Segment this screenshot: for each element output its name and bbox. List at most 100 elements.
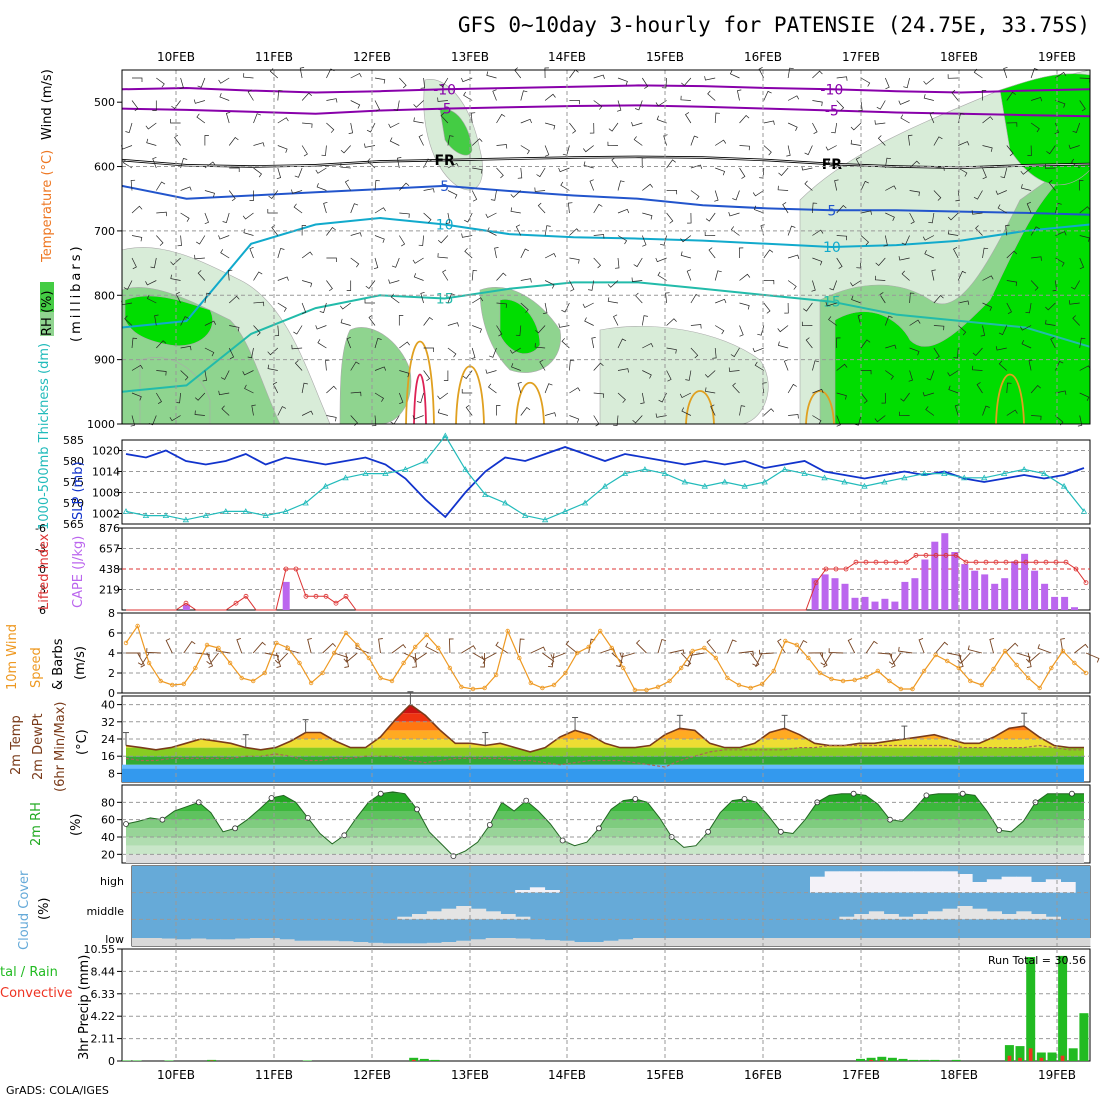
cloud-high-bar (1001, 876, 1017, 893)
cloud-middle-bar (898, 916, 914, 920)
wind-barb (982, 116, 994, 124)
rh-point (414, 806, 420, 813)
cloud-low-bar (765, 938, 781, 946)
lifted-index-point (923, 552, 929, 558)
cloud-high-bar (839, 871, 855, 893)
slp-thickness-panel: 565 570 575 580 585 1002 1008 1014 1020 1000-500… (37, 343, 1091, 531)
wind-barb (877, 135, 886, 146)
wind-barb (593, 74, 605, 80)
surface-wind-barb (344, 652, 350, 668)
surface-wind-barb (898, 646, 913, 654)
wind-barb (1079, 235, 1090, 242)
wind-barb (1079, 257, 1085, 270)
wind-speed-point (933, 652, 938, 658)
wind-barb (301, 410, 314, 416)
wind-barb (1048, 179, 1056, 191)
wind-barb (496, 302, 507, 308)
thickness-point (502, 499, 509, 506)
wind-speed-point (945, 658, 950, 664)
surface-wind-barb (495, 641, 508, 654)
wind-barb (204, 347, 215, 357)
tick-label: 4.22 (91, 1010, 116, 1023)
wind-barb (752, 190, 764, 197)
wind-barb (485, 369, 497, 374)
precip-total-bar (1079, 1013, 1089, 1061)
wind-barb (1006, 409, 1018, 416)
warm-contour (515, 381, 545, 425)
cape-bar (1071, 607, 1078, 610)
wind-barb (732, 382, 740, 394)
wind-barb (569, 387, 581, 394)
wind-barb (423, 212, 432, 223)
cloud-middle-bar (441, 908, 457, 920)
wind-speed-point (262, 670, 267, 676)
wind-barb (784, 302, 789, 314)
wind-barb (253, 301, 265, 307)
wind-barb (146, 294, 157, 304)
wind-barb (834, 179, 839, 191)
wind-barb (374, 77, 386, 84)
surface-wind-barb (828, 648, 844, 654)
wind-barb (520, 145, 530, 155)
wind-barb (926, 370, 935, 381)
cloud-low-bar (898, 938, 914, 946)
lifted-index-line (126, 554, 1087, 611)
rh-region (139, 357, 211, 425)
wind-ylabel-2: Speed (29, 647, 44, 688)
thickness-point (941, 470, 948, 476)
wind-barb (957, 270, 967, 281)
wind-barb (471, 270, 478, 281)
lifted-index-point (1033, 559, 1039, 565)
cloud-low-bar (235, 938, 251, 946)
li-tick-label: -6 (35, 522, 46, 535)
wind-barb (558, 167, 570, 173)
wind-barb (277, 276, 289, 281)
wind-barb (656, 115, 667, 124)
cloud-high-bar (824, 871, 840, 893)
date-top-label: 13FEB (451, 50, 489, 64)
thickness-point (761, 478, 768, 485)
wind-barb (447, 135, 454, 146)
wind-barb (253, 113, 261, 124)
wind-barb (981, 90, 987, 101)
wind-barb (854, 415, 862, 426)
wind-barb (738, 247, 744, 259)
wind-barb (680, 95, 691, 101)
cross-section-grid (122, 70, 1090, 424)
wind-barb (464, 212, 473, 223)
precip-convective-bar (869, 1059, 873, 1061)
wind-speed-point (216, 645, 221, 651)
surface-wind-barb (206, 652, 214, 668)
wind-barb (517, 167, 523, 179)
wind-barb (412, 415, 424, 420)
wind-speed-point (632, 687, 638, 693)
wind-barb (617, 368, 629, 373)
lifted-index-point (303, 593, 309, 599)
tick-label: 32 (101, 716, 115, 729)
wind-barb (995, 190, 1007, 195)
wind-barb (836, 363, 848, 371)
wind-barb (933, 347, 940, 359)
wind-barb (958, 167, 968, 177)
wind-barb (850, 139, 862, 146)
thickness-point (322, 482, 329, 489)
wind-speed-point (875, 668, 880, 674)
temperature-line (125, 703, 1084, 753)
li-tick-label: 0 (39, 563, 46, 576)
wind-barb (180, 212, 190, 222)
wind-barb (463, 91, 473, 101)
surface-wind-barb (820, 652, 832, 666)
tick-label: 20 (101, 848, 115, 861)
thickness-point (641, 466, 649, 472)
wind-barb (641, 235, 647, 247)
wind-speed-point (598, 628, 603, 634)
wind-barb (196, 113, 206, 124)
thickness-tick-label: 575 (63, 476, 84, 489)
cloud-high-bar (1031, 882, 1047, 893)
wind-barb (634, 100, 643, 111)
wind-barb (171, 100, 181, 109)
wind-speed-point (424, 632, 429, 638)
wind-barb (486, 71, 497, 79)
wind-barb (399, 341, 410, 349)
surface-wind-barb (752, 652, 763, 667)
